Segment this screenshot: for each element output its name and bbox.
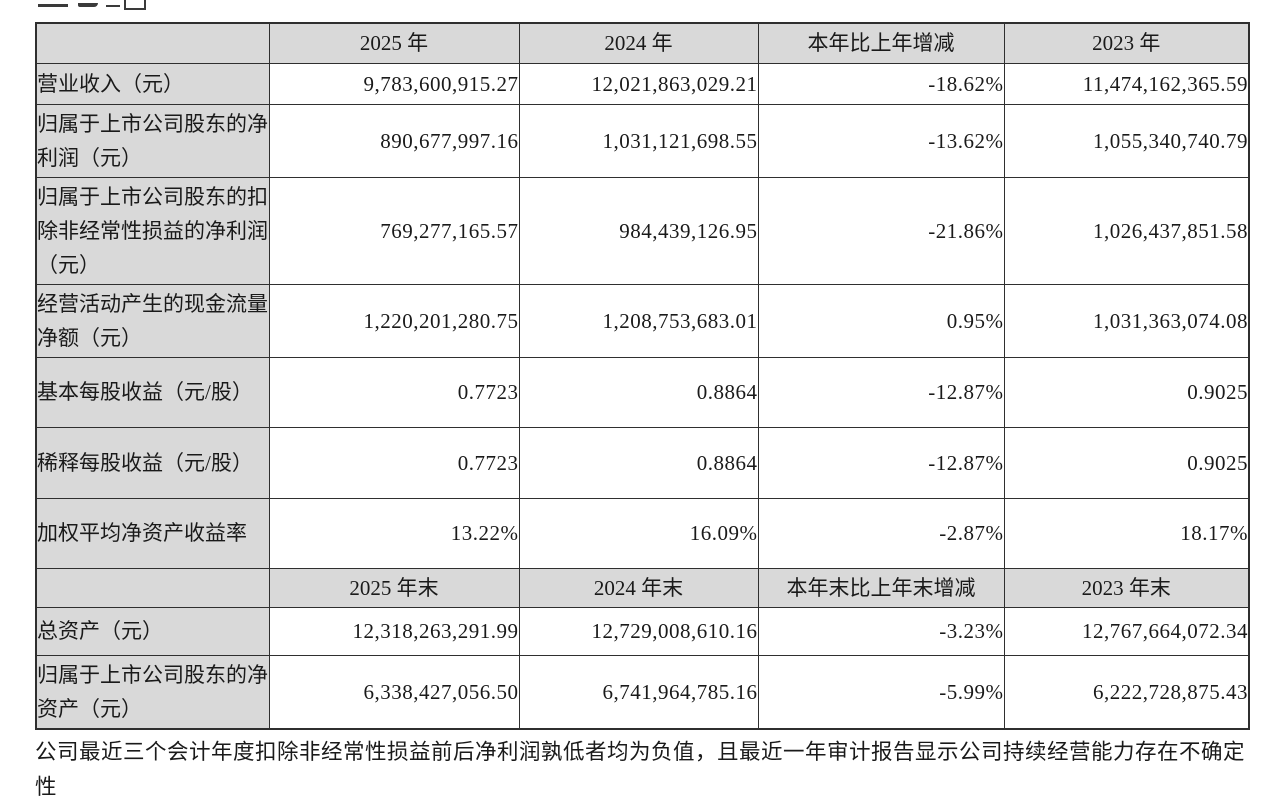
value-cell: 1,031,121,698.55 [518, 103, 759, 178]
value-cell: 6,338,427,056.50 [268, 654, 520, 729]
section-2-header-col-3: 本年末比上年末增减 [757, 567, 1005, 608]
row-label: 归属于上市公司股东的净利润（元） [35, 103, 270, 178]
table-row: 归属于上市公司股东的扣除非经常性损益的净利润（元） 769,277,165.57 9… [35, 176, 1250, 285]
value-cell: 0.9025 [1003, 426, 1250, 499]
value-cell: 1,031,363,074.08 [1003, 283, 1250, 358]
value-cell: 12,318,263,291.99 [268, 606, 520, 656]
row-label: 基本每股收益（元/股） [35, 356, 270, 428]
value-cell: 18.17% [1003, 497, 1250, 569]
value-cell: 6,741,964,785.16 [518, 654, 759, 729]
section-2-header-col-0 [35, 567, 270, 608]
value-cell: -2.87% [757, 497, 1005, 569]
table-row: 归属于上市公司股东的净利润（元） 890,677,997.16 1,031,121,… [35, 103, 1250, 178]
section-1-header-col-1: 2025 年 [268, 22, 520, 64]
value-cell: 0.7723 [268, 426, 520, 499]
table-row: 稀释每股收益（元/股） 0.7723 0.8864 -12.87% 0.9025 [35, 426, 1250, 499]
section-1-header-col-4: 2023 年 [1003, 22, 1250, 64]
section-1-header-col-3: 本年比上年增减 [757, 22, 1005, 64]
value-cell: 12,021,863,029.21 [518, 62, 759, 105]
table-row: 总资产（元） 12,318,263,291.99 12,729,008,610.16… [35, 606, 1250, 656]
row-label: 经营活动产生的现金流量净额（元） [35, 283, 270, 358]
row-label: 营业收入（元） [35, 62, 270, 105]
row-label: 归属于上市公司股东的扣除非经常性损益的净利润（元） [35, 176, 270, 285]
value-cell: -5.99% [757, 654, 1005, 729]
value-cell: -21.86% [757, 176, 1005, 285]
row-label: 归属于上市公司股东的净资产（元） [35, 654, 270, 729]
value-cell: -18.62% [757, 62, 1005, 105]
table-row: 归属于上市公司股东的净资产（元） 6,338,427,056.50 6,741,96… [35, 654, 1250, 729]
value-cell: 11,474,162,365.59 [1003, 62, 1250, 105]
value-cell: 9,783,600,915.27 [268, 62, 520, 105]
value-cell: 16.09% [518, 497, 759, 569]
value-cell: 0.8864 [518, 426, 759, 499]
clipped-text-fragment [38, 4, 68, 7]
value-cell: 6,222,728,875.43 [1003, 654, 1250, 729]
table-row: 加权平均净资产收益率 13.22% 16.09% -2.87% 18.17% [35, 497, 1250, 569]
value-cell: 12,767,664,072.34 [1003, 606, 1250, 656]
footnote: 公司最近三个会计年度扣除非经常性损益前后净利润孰低者均为负值，且最近一年审计报告… [35, 740, 1246, 796]
value-cell: -12.87% [757, 356, 1005, 428]
section-1-header-col-2: 2024 年 [518, 22, 759, 64]
row-label: 稀释每股收益（元/股） [35, 426, 270, 499]
table-row: 经营活动产生的现金流量净额（元） 1,220,201,280.75 1,208,75… [35, 283, 1250, 358]
value-cell: 890,677,997.16 [268, 103, 520, 178]
row-label: 加权平均净资产收益率 [35, 497, 270, 569]
value-cell: 0.8864 [518, 356, 759, 428]
value-cell: -3.23% [757, 606, 1005, 656]
section-2-header-col-2: 2024 年末 [518, 567, 759, 608]
table-row: 营业收入（元） 9,783,600,915.27 12,021,863,029.21… [35, 62, 1250, 105]
value-cell: 769,277,165.57 [268, 176, 520, 285]
table-row: 基本每股收益（元/股） 0.7723 0.8864 -12.87% 0.9025 [35, 356, 1250, 428]
value-cell: -13.62% [757, 103, 1005, 178]
value-cell: 0.95% [757, 283, 1005, 358]
row-label: 总资产（元） [35, 606, 270, 656]
value-cell: 984,439,126.95 [518, 176, 759, 285]
key-financials-table: 2025 年 2024 年本年比上年增减 2023 年营业收入（元） 9,783,60… [35, 22, 1250, 730]
value-cell: 0.7723 [268, 356, 520, 428]
section-2-header-col-1: 2025 年末 [268, 567, 520, 608]
value-cell: 1,055,340,740.79 [1003, 103, 1250, 178]
clipped-text-fragment [106, 5, 120, 7]
clipped-text-fragment [124, 0, 146, 10]
value-cell: 1,026,437,851.58 [1003, 176, 1250, 285]
value-cell: 13.22% [268, 497, 520, 569]
value-cell: 12,729,008,610.16 [518, 606, 759, 656]
value-cell: 1,220,201,280.75 [268, 283, 520, 358]
value-cell: 1,208,753,683.01 [518, 283, 759, 358]
clipped-text-fragment [78, 3, 98, 7]
value-cell: -12.87% [757, 426, 1005, 499]
section-2-header-col-4: 2023 年末 [1003, 567, 1250, 608]
clipped-text-fragments [38, 0, 148, 10]
value-cell: 0.9025 [1003, 356, 1250, 428]
section-1-header-col-0 [35, 22, 270, 64]
